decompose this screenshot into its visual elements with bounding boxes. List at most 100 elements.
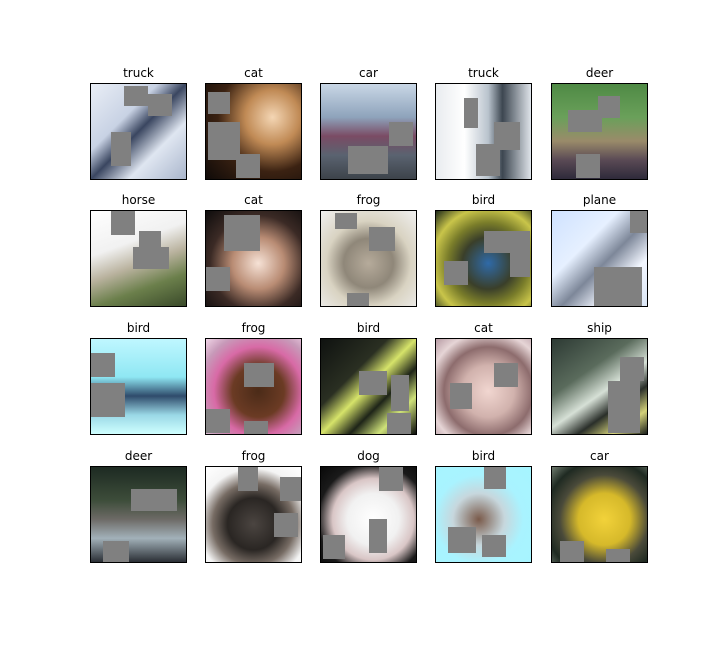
cutout-mask [444, 261, 468, 285]
cifar-image-thumbnail [320, 83, 417, 180]
cutout-mask [450, 383, 472, 409]
image-label: frog [241, 321, 266, 335]
image-label: plane [582, 193, 617, 207]
image-label: cat [244, 66, 263, 80]
cutout-mask [91, 353, 115, 377]
image-label: deer [585, 66, 614, 80]
cifar-image-thumbnail [435, 83, 532, 180]
image-label: frog [241, 449, 266, 463]
cutout-mask [389, 122, 413, 146]
cutout-mask [510, 253, 530, 277]
cifar-image-thumbnail [205, 210, 302, 307]
grid-cell: cat [205, 192, 302, 307]
image-label: cat [474, 321, 493, 335]
cifar-image-thumbnail [320, 210, 417, 307]
grid-cell: bird [90, 320, 187, 435]
cutout-mask [369, 227, 395, 251]
cifar-image-thumbnail [205, 466, 302, 563]
grid-cell: frog [320, 192, 417, 307]
image-label: ship [587, 321, 612, 335]
cifar-image-thumbnail [320, 466, 417, 563]
image-label: bird [126, 321, 151, 335]
cutout-mask [111, 132, 131, 166]
cutout-mask [594, 267, 642, 306]
cutout-mask [335, 213, 357, 229]
cutout-mask [111, 211, 135, 235]
cifar-image-thumbnail [90, 83, 187, 180]
cutout-mask [208, 92, 230, 114]
cutout-mask [244, 421, 268, 434]
cifar-image-thumbnail [435, 466, 532, 563]
cifar-image-thumbnail [435, 338, 532, 435]
cutout-mask [379, 467, 403, 491]
cifar-image-thumbnail [90, 466, 187, 563]
cutout-mask [598, 96, 620, 118]
grid-cell: truck [90, 65, 187, 180]
cutout-mask [576, 154, 600, 178]
cutout-mask [359, 371, 387, 395]
image-label: horse [121, 193, 156, 207]
cutout-mask [476, 144, 500, 176]
grid-cell: deer [90, 448, 187, 563]
image-label: deer [124, 449, 153, 463]
cutout-mask [448, 527, 476, 553]
cutout-mask [124, 86, 148, 106]
cutout-mask [620, 357, 644, 381]
cifar-image-thumbnail [320, 338, 417, 435]
grid-cell: car [551, 448, 648, 563]
cutout-mask [208, 122, 240, 160]
cutout-mask [606, 549, 630, 562]
cutout-mask [348, 146, 388, 174]
image-label: bird [471, 193, 496, 207]
cutout-mask [482, 535, 506, 557]
cifar-image-thumbnail [551, 338, 648, 435]
grid-cell: frog [205, 448, 302, 563]
cutout-mask [323, 535, 345, 559]
cifar-image-thumbnail [205, 338, 302, 435]
cutout-mask [494, 363, 518, 387]
grid-cell: cat [435, 320, 532, 435]
grid-cell: bird [320, 320, 417, 435]
cutout-mask [206, 267, 230, 291]
cutout-mask [131, 489, 177, 511]
cutout-mask [274, 513, 298, 537]
grid-cell: plane [551, 192, 648, 307]
image-label: car [590, 449, 609, 463]
cutout-mask [484, 231, 530, 253]
cifar-image-thumbnail [551, 466, 648, 563]
grid-cell: horse [90, 192, 187, 307]
grid-cell: deer [551, 65, 648, 180]
cifar-image-thumbnail [205, 83, 302, 180]
cutout-mask [280, 477, 301, 501]
cifar-image-thumbnail [435, 210, 532, 307]
cutout-mask [206, 409, 230, 433]
image-label: bird [471, 449, 496, 463]
image-label: truck [123, 66, 154, 80]
cutout-mask [369, 519, 387, 553]
cutout-mask [236, 154, 260, 178]
cutout-mask [103, 541, 129, 562]
grid-cell: ship [551, 320, 648, 435]
cifar-image-thumbnail [90, 338, 187, 435]
grid-cell: dog [320, 448, 417, 563]
cutout-mask [630, 211, 647, 233]
image-label: cat [244, 193, 263, 207]
image-label: car [359, 66, 378, 80]
cifar-image-thumbnail [551, 83, 648, 180]
cutout-mask [224, 215, 260, 251]
image-label: dog [357, 449, 380, 463]
grid-cell: cat [205, 65, 302, 180]
grid-cell: bird [435, 192, 532, 307]
cutout-mask [238, 467, 258, 491]
cutout-mask [148, 94, 172, 116]
grid-cell: frog [205, 320, 302, 435]
cutout-mask [244, 363, 274, 387]
image-label: truck [468, 66, 499, 80]
cutout-mask [568, 110, 602, 132]
cifar-image-thumbnail [90, 210, 187, 307]
cutout-mask [391, 375, 409, 411]
cutout-mask [347, 293, 369, 306]
cutout-mask [560, 541, 584, 562]
cutout-mask [91, 383, 125, 417]
grid-cell: truck [435, 65, 532, 180]
